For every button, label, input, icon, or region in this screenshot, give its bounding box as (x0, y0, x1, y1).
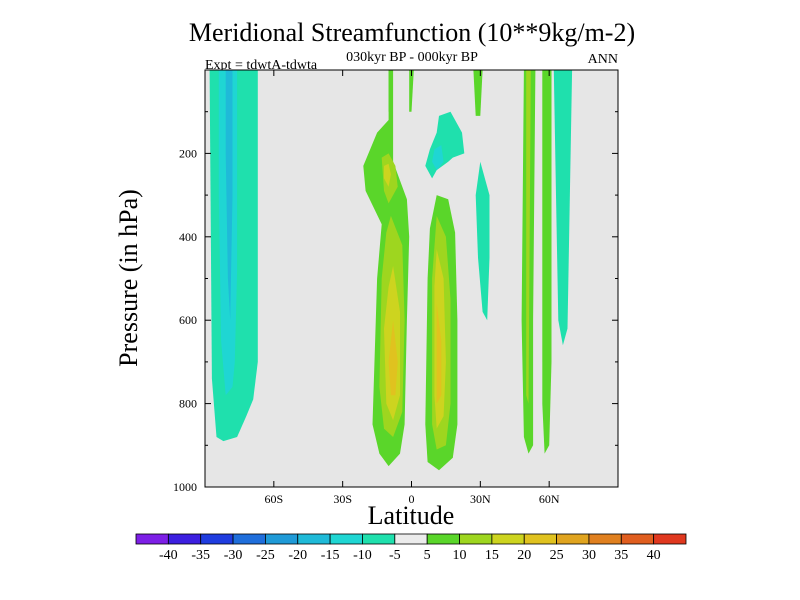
x-axis: 60S 30S 0 30N 60N (264, 70, 560, 506)
colorbar-label: 20 (517, 548, 531, 563)
colorbar-swatch (491, 533, 525, 545)
colorbar-swatch (135, 533, 169, 545)
colorbar-label: 5 (424, 548, 431, 563)
colorbar-label: -15 (321, 548, 340, 563)
colorbar-swatch (200, 533, 234, 545)
equatorial-positive-level-15 (384, 163, 391, 187)
colorbar-label: 25 (550, 548, 564, 563)
colorbar-label: 40 (647, 548, 661, 563)
y-axis-label: Pressure (in hPa) (114, 189, 143, 367)
colorbar-label: -25 (256, 548, 275, 563)
x-tick-label: 60N (539, 492, 560, 506)
nh-positive-strip-level-10 (526, 70, 531, 404)
colorbar-label: -10 (353, 548, 372, 563)
colorbar-label: 35 (614, 548, 628, 563)
colorbar-swatch (362, 533, 396, 545)
y-tick-label: 200 (179, 146, 197, 160)
colorbar-label: -35 (191, 548, 210, 563)
experiment-label: Expt = tdwtA-tdwta (205, 58, 318, 73)
y-tick-label: 1000 (173, 480, 197, 494)
y-tick-label: 800 (179, 397, 197, 411)
y-tick-label: 600 (179, 313, 197, 327)
chart-title: Meridional Streamfunction (10**9kg/m-2) (189, 18, 635, 47)
colorbar-label: 15 (485, 548, 499, 563)
chart-subtitle: 030kyr BP - 000kyr BP (346, 50, 478, 65)
colorbar-swatch (329, 533, 363, 545)
colorbar-label: -30 (224, 548, 243, 563)
colorbar-swatch (394, 533, 428, 545)
x-axis-label: Latitude (368, 501, 455, 530)
nh-negative-upper-level--15 (432, 145, 444, 171)
upper-strip-level-5 (409, 70, 414, 112)
plot-area (204, 69, 619, 488)
y-axis: 200 400 600 800 1000 (173, 111, 618, 494)
colorbar-swatch (653, 533, 687, 545)
y-tick-label: 400 (179, 230, 197, 244)
x-tick-label: 30S (333, 492, 352, 506)
colorbar-label: -40 (159, 548, 178, 563)
colorbar-swatch (588, 533, 622, 545)
colorbar-label: 10 (453, 548, 467, 563)
nh-positive-strip-level-5 (542, 70, 552, 454)
colorbar-swatch (167, 533, 202, 545)
colorbar-swatch (426, 533, 460, 545)
equatorial-positive-level-20 (388, 320, 398, 396)
season-label: ANN (588, 52, 618, 67)
x-tick-label: 30N (470, 492, 491, 506)
contour-regions (209, 70, 573, 471)
colorbar-swatch (459, 533, 493, 545)
nh-equatorial-positive-level-20 (436, 303, 442, 404)
colorbar-swatch (620, 533, 655, 545)
colorbar: -40 -35 -30 -25 -20 -15 -10 -5 5 10 15 20 25 30 35 40 (135, 533, 687, 563)
colorbar-label: 30 (582, 548, 596, 563)
nh-negative-mid-level--10 (475, 161, 490, 321)
high-lat-negative-level--10 (553, 70, 573, 346)
colorbar-swatch (556, 533, 590, 545)
equator-thin-strip-level-5 (388, 70, 391, 112)
colorbar-label: -20 (288, 548, 307, 563)
x-tick-label: 0 (409, 492, 415, 506)
colorbar-swatch (265, 533, 299, 545)
colorbar-swatch (523, 533, 557, 545)
colorbar-swatch (232, 533, 266, 545)
colorbar-swatch (297, 533, 331, 545)
colorbar-label: -5 (389, 548, 401, 563)
sh-negative-cell-level--20 (225, 70, 233, 321)
nh-positive-strip-level-5 (473, 70, 483, 116)
x-tick-label: 60S (264, 492, 283, 506)
